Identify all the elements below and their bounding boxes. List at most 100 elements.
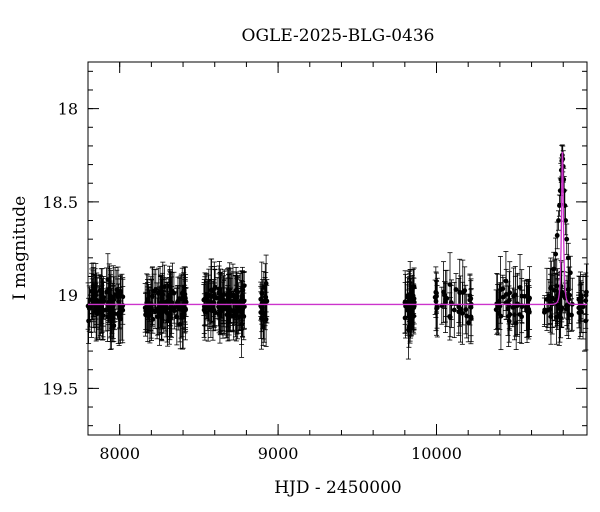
x-axis-label: HJD - 2450000 xyxy=(274,478,402,498)
point-marker xyxy=(563,218,569,223)
point-marker xyxy=(258,296,264,302)
point-marker xyxy=(226,298,232,304)
data-point xyxy=(230,301,236,331)
point-marker xyxy=(171,308,177,314)
point-marker xyxy=(434,304,440,310)
data-point xyxy=(159,279,165,342)
point-marker xyxy=(547,298,553,303)
y-tick-label: 18 xyxy=(58,100,78,119)
x-tick-label: 8000 xyxy=(99,444,140,463)
data-point xyxy=(219,272,225,319)
data-point xyxy=(90,273,96,317)
x-tick-label: 9000 xyxy=(258,444,299,463)
point-marker xyxy=(142,305,148,311)
point-marker xyxy=(407,291,413,297)
point-marker xyxy=(201,297,207,303)
point-marker xyxy=(99,307,105,313)
data-point xyxy=(434,280,440,313)
data-point xyxy=(500,277,506,318)
data-point xyxy=(434,285,440,329)
point-marker xyxy=(468,296,474,301)
data-point xyxy=(106,292,112,325)
data-point xyxy=(468,280,474,317)
data-point xyxy=(576,297,582,329)
data-point xyxy=(234,276,240,320)
data-point xyxy=(117,276,123,307)
data-point xyxy=(451,281,457,339)
point-marker xyxy=(451,307,457,313)
data-point xyxy=(228,267,234,323)
point-marker xyxy=(157,289,163,295)
data-point xyxy=(259,283,265,333)
point-marker xyxy=(180,307,186,313)
data-point xyxy=(564,275,570,336)
point-marker xyxy=(234,295,240,301)
point-marker xyxy=(90,293,96,298)
point-marker xyxy=(150,316,156,322)
point-marker xyxy=(203,293,209,299)
data-point xyxy=(89,268,95,314)
data-point xyxy=(201,284,207,316)
point-marker xyxy=(411,296,416,302)
data-point xyxy=(203,273,209,319)
data-point xyxy=(443,281,449,317)
point-marker xyxy=(460,290,466,295)
data-point xyxy=(464,293,470,339)
point-marker xyxy=(159,307,165,313)
y-tick-label: 18.5 xyxy=(42,193,78,212)
data-point xyxy=(223,277,229,339)
y-axis-label: I magnitude xyxy=(10,196,30,300)
data-point xyxy=(555,210,561,231)
point-marker xyxy=(167,299,173,304)
point-marker xyxy=(230,313,236,319)
data-point xyxy=(563,205,569,236)
point-marker xyxy=(155,314,160,319)
y-tick-label: 19.5 xyxy=(42,379,78,398)
data-point xyxy=(583,291,589,351)
point-marker xyxy=(503,278,509,284)
point-marker xyxy=(177,321,183,327)
point-marker xyxy=(556,218,561,223)
point-marker xyxy=(527,295,532,301)
point-marker xyxy=(541,309,547,315)
point-marker xyxy=(98,298,104,304)
point-marker xyxy=(441,289,446,295)
chart-title: OGLE-2025-BLG-0436 xyxy=(242,26,435,46)
point-marker xyxy=(208,294,214,300)
plot-frame xyxy=(87,61,588,436)
point-marker xyxy=(219,293,225,299)
data-point xyxy=(240,281,246,338)
point-marker xyxy=(517,312,523,317)
point-marker xyxy=(227,307,233,313)
point-marker xyxy=(201,304,207,309)
data-point xyxy=(407,269,413,320)
point-marker xyxy=(443,296,449,302)
point-marker xyxy=(107,287,113,292)
data-point xyxy=(167,276,173,327)
point-marker xyxy=(500,294,506,300)
point-marker xyxy=(93,309,99,315)
point-marker xyxy=(553,251,559,257)
point-marker xyxy=(496,298,502,304)
point-marker xyxy=(459,310,465,316)
data-point xyxy=(411,283,417,314)
point-marker xyxy=(406,325,412,331)
point-marker xyxy=(221,299,227,305)
point-marker xyxy=(145,296,150,302)
data-point xyxy=(153,269,159,310)
point-marker xyxy=(264,298,270,304)
point-marker xyxy=(506,318,512,324)
minor-ticks xyxy=(87,62,587,435)
data-point xyxy=(406,307,412,348)
point-marker xyxy=(237,314,242,320)
point-marker xyxy=(233,287,239,293)
point-marker xyxy=(577,305,583,311)
x-tick-label: 10000 xyxy=(411,444,462,463)
point-marker xyxy=(110,315,116,321)
data-point xyxy=(177,299,183,350)
data-point xyxy=(566,290,572,339)
point-marker xyxy=(513,320,519,326)
data-points xyxy=(85,144,589,360)
model-curve xyxy=(88,151,587,306)
